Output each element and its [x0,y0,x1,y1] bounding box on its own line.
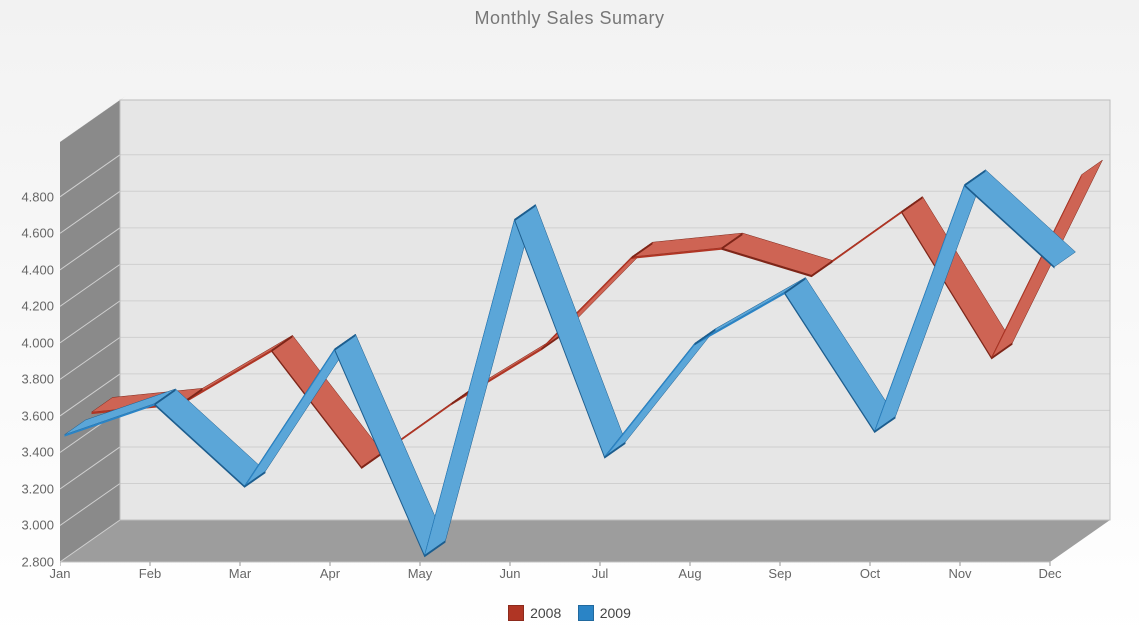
x-tick-label: Apr [320,566,340,581]
x-tick-label: Jul [592,566,609,581]
x-tick-label: Feb [139,566,161,581]
y-tick-label: 3.400 [21,445,54,460]
legend-label-2009: 2009 [600,605,631,621]
legend-swatch-2009 [578,605,594,621]
plot-svg [60,40,1120,580]
legend: 2008 2009 [0,605,1139,626]
y-tick-label: 3.000 [21,518,54,533]
x-tick-label: Dec [1038,566,1061,581]
y-tick-label: 4.800 [21,189,54,204]
sales-chart: Monthly Sales Sumary 2.8003.0003.2003.40… [0,0,1139,640]
x-tick-label: Jun [500,566,521,581]
y-tick-label: 3.600 [21,408,54,423]
legend-item-2008: 2008 [508,605,561,621]
y-tick-label: 4.000 [21,335,54,350]
plot-area: 2.8003.0003.2003.4003.6003.8004.0004.200… [60,40,1120,580]
y-tick-label: 4.600 [21,226,54,241]
x-tick-label: Jan [50,566,71,581]
x-tick-label: May [408,566,433,581]
y-tick-label: 4.400 [21,262,54,277]
x-tick-label: Sep [768,566,791,581]
legend-swatch-2008 [508,605,524,621]
y-tick-label: 3.200 [21,481,54,496]
x-tick-label: Aug [678,566,701,581]
legend-item-2009: 2009 [578,605,631,621]
legend-label-2008: 2008 [530,605,561,621]
chart-title: Monthly Sales Sumary [0,8,1139,29]
x-tick-label: Oct [860,566,880,581]
x-tick-label: Mar [229,566,251,581]
x-tick-label: Nov [948,566,971,581]
y-tick-label: 3.800 [21,372,54,387]
y-tick-label: 4.200 [21,299,54,314]
